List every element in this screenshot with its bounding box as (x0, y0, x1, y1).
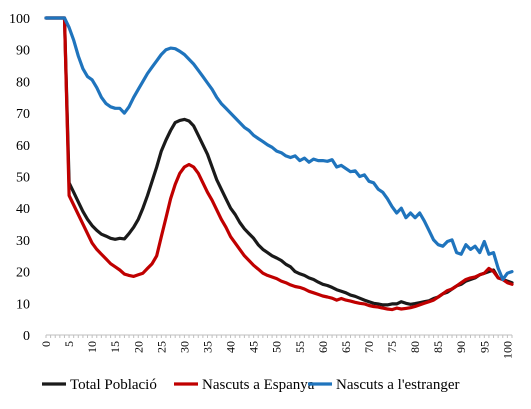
y-tick-label: 60 (16, 139, 30, 154)
x-tick-label: 10 (85, 341, 99, 353)
x-tick-label: 70 (362, 341, 376, 353)
y-tick-label: 70 (16, 107, 30, 122)
x-tick-label: 65 (339, 341, 353, 353)
y-tick-label: 40 (16, 202, 30, 217)
x-tick-label: 35 (200, 341, 214, 353)
x-tick-label: 95 (477, 341, 491, 353)
y-tick-label: 0 (23, 329, 30, 344)
x-tick-label: 15 (108, 341, 122, 353)
legend: Total Població Nascuts a Espanya Nascuts a… (42, 377, 460, 393)
legend-label-nascuts-a-espanya: Nascuts a Espanya (202, 377, 315, 393)
x-tick-label: 60 (316, 341, 330, 353)
series-line-total-poblaci (44, 16, 514, 307)
y-tick-label: 50 (16, 171, 30, 186)
y-tick-label: 80 (16, 75, 30, 90)
x-tick-label: 55 (293, 341, 307, 353)
x-tick-label: 80 (408, 341, 422, 353)
legend-label-nascuts-a-l-estranger: Nascuts a l'estranger (336, 377, 460, 393)
x-tick-label: 20 (131, 341, 145, 353)
y-tick-label: 90 (16, 44, 30, 59)
x-tick-label: 100 (500, 341, 514, 359)
x-axis: 0 5 10 15 20 25 30 35 40 45 50 55 60 65 70 75 80 85 90 95 10… (39, 334, 514, 359)
x-tick-label: 5 (62, 341, 76, 347)
series-line-nascuts-a-l-estranger (44, 16, 514, 282)
x-tick-label: 50 (270, 341, 284, 353)
x-tick-label: 45 (247, 341, 261, 353)
y-tick-label: 30 (16, 234, 30, 249)
x-tick-label: 30 (177, 341, 191, 353)
x-tick-label: 25 (154, 341, 168, 353)
series-layer (44, 16, 514, 312)
y-tick-label: 10 (16, 297, 30, 312)
x-tick-label: 40 (224, 341, 238, 353)
x-tick-label: 90 (454, 341, 468, 353)
x-tick-label: 75 (385, 341, 399, 353)
legend-label-total-poblaci: Total Població (70, 377, 157, 393)
series-line-nascuts-a-espanya (44, 16, 514, 312)
x-tick-label: 0 (39, 341, 53, 347)
y-axis-labels: 0 10 20 30 40 50 60 70 80 90 100 (9, 12, 30, 344)
x-tick-label: 85 (431, 341, 445, 353)
y-tick-label: 100 (9, 12, 30, 27)
y-tick-label: 20 (16, 266, 30, 281)
